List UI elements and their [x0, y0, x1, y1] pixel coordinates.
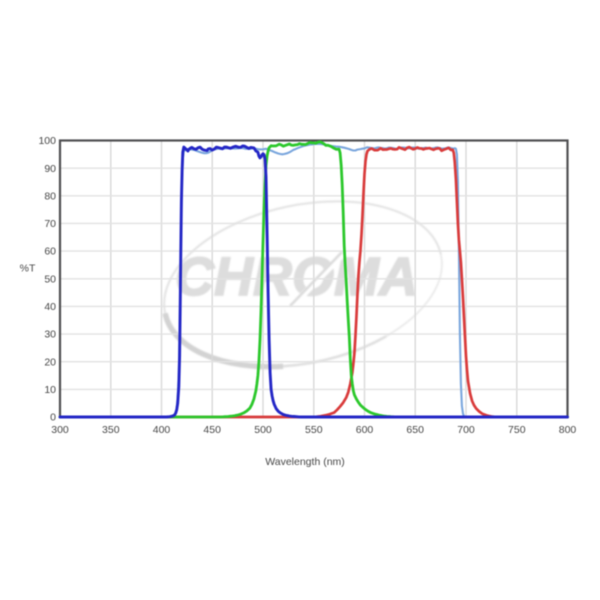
svg-text:650: 650 [406, 424, 424, 436]
svg-text:300: 300 [51, 424, 69, 436]
svg-text:550: 550 [305, 424, 323, 436]
svg-text:350: 350 [102, 424, 120, 436]
svg-text:Wavelength (nm): Wavelength (nm) [265, 456, 345, 468]
svg-text:20: 20 [44, 356, 56, 368]
svg-text:600: 600 [356, 424, 374, 436]
svg-text:450: 450 [203, 424, 221, 436]
svg-text:90: 90 [44, 163, 56, 175]
svg-text:400: 400 [153, 424, 171, 436]
svg-text:800: 800 [559, 424, 577, 436]
svg-text:50: 50 [44, 273, 56, 285]
svg-text:750: 750 [508, 424, 526, 436]
svg-text:10: 10 [44, 384, 56, 396]
svg-text:700: 700 [457, 424, 475, 436]
svg-text:60: 60 [44, 246, 56, 258]
svg-text:CHROMA: CHROMA [175, 247, 418, 307]
svg-text:80: 80 [44, 190, 56, 202]
svg-text:%T: %T [20, 263, 36, 275]
svg-text:30: 30 [44, 329, 56, 341]
svg-text:40: 40 [44, 301, 56, 313]
svg-text:0: 0 [50, 412, 56, 424]
svg-text:70: 70 [44, 218, 56, 230]
svg-text:500: 500 [254, 424, 272, 436]
svg-text:100: 100 [38, 135, 56, 147]
